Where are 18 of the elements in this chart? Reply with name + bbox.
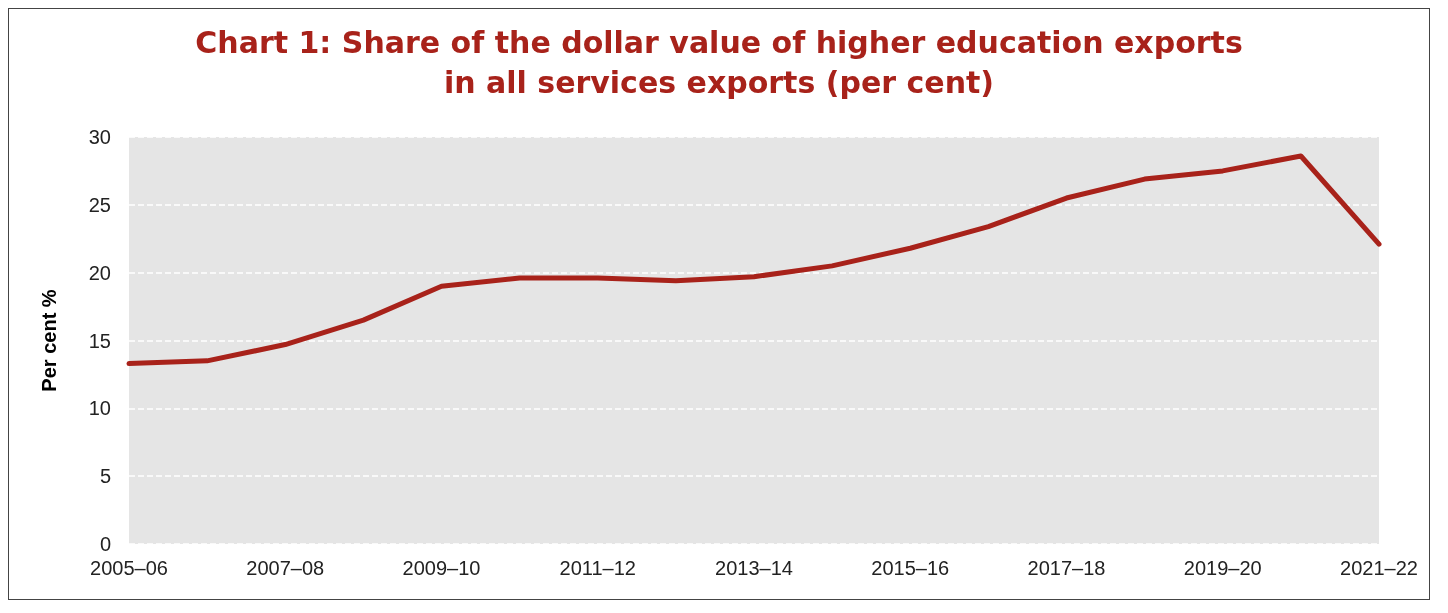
y-tick-label: 30	[88, 126, 111, 148]
x-tick-label: 2015–16	[871, 557, 950, 579]
y-tick-label: 5	[99, 465, 111, 488]
x-tick-label: 2005–06	[90, 557, 168, 579]
y-tick-label: 0	[99, 533, 111, 555]
x-tick-label: 2011–12	[559, 557, 636, 579]
y-tick-label: 25	[88, 193, 111, 216]
x-tick-label: 2009–10	[402, 557, 481, 579]
x-tick-label: 2021–22	[1340, 557, 1418, 579]
x-tick-label: 2007–08	[246, 557, 325, 579]
chart-title: Chart 1: Share of the dollar value of higher education exports in all services exports (per cent)	[195, 24, 1243, 100]
y-tick-label: 10	[88, 397, 111, 420]
y-axis-title: Per cent %	[38, 289, 60, 392]
x-tick-label: 2013–14	[715, 557, 793, 579]
y-tick-label: 15	[88, 329, 111, 352]
x-tick-label: 2019–20	[1183, 557, 1262, 579]
y-tick-label: 20	[88, 261, 111, 284]
x-tick-label: 2017–18	[1027, 557, 1106, 579]
